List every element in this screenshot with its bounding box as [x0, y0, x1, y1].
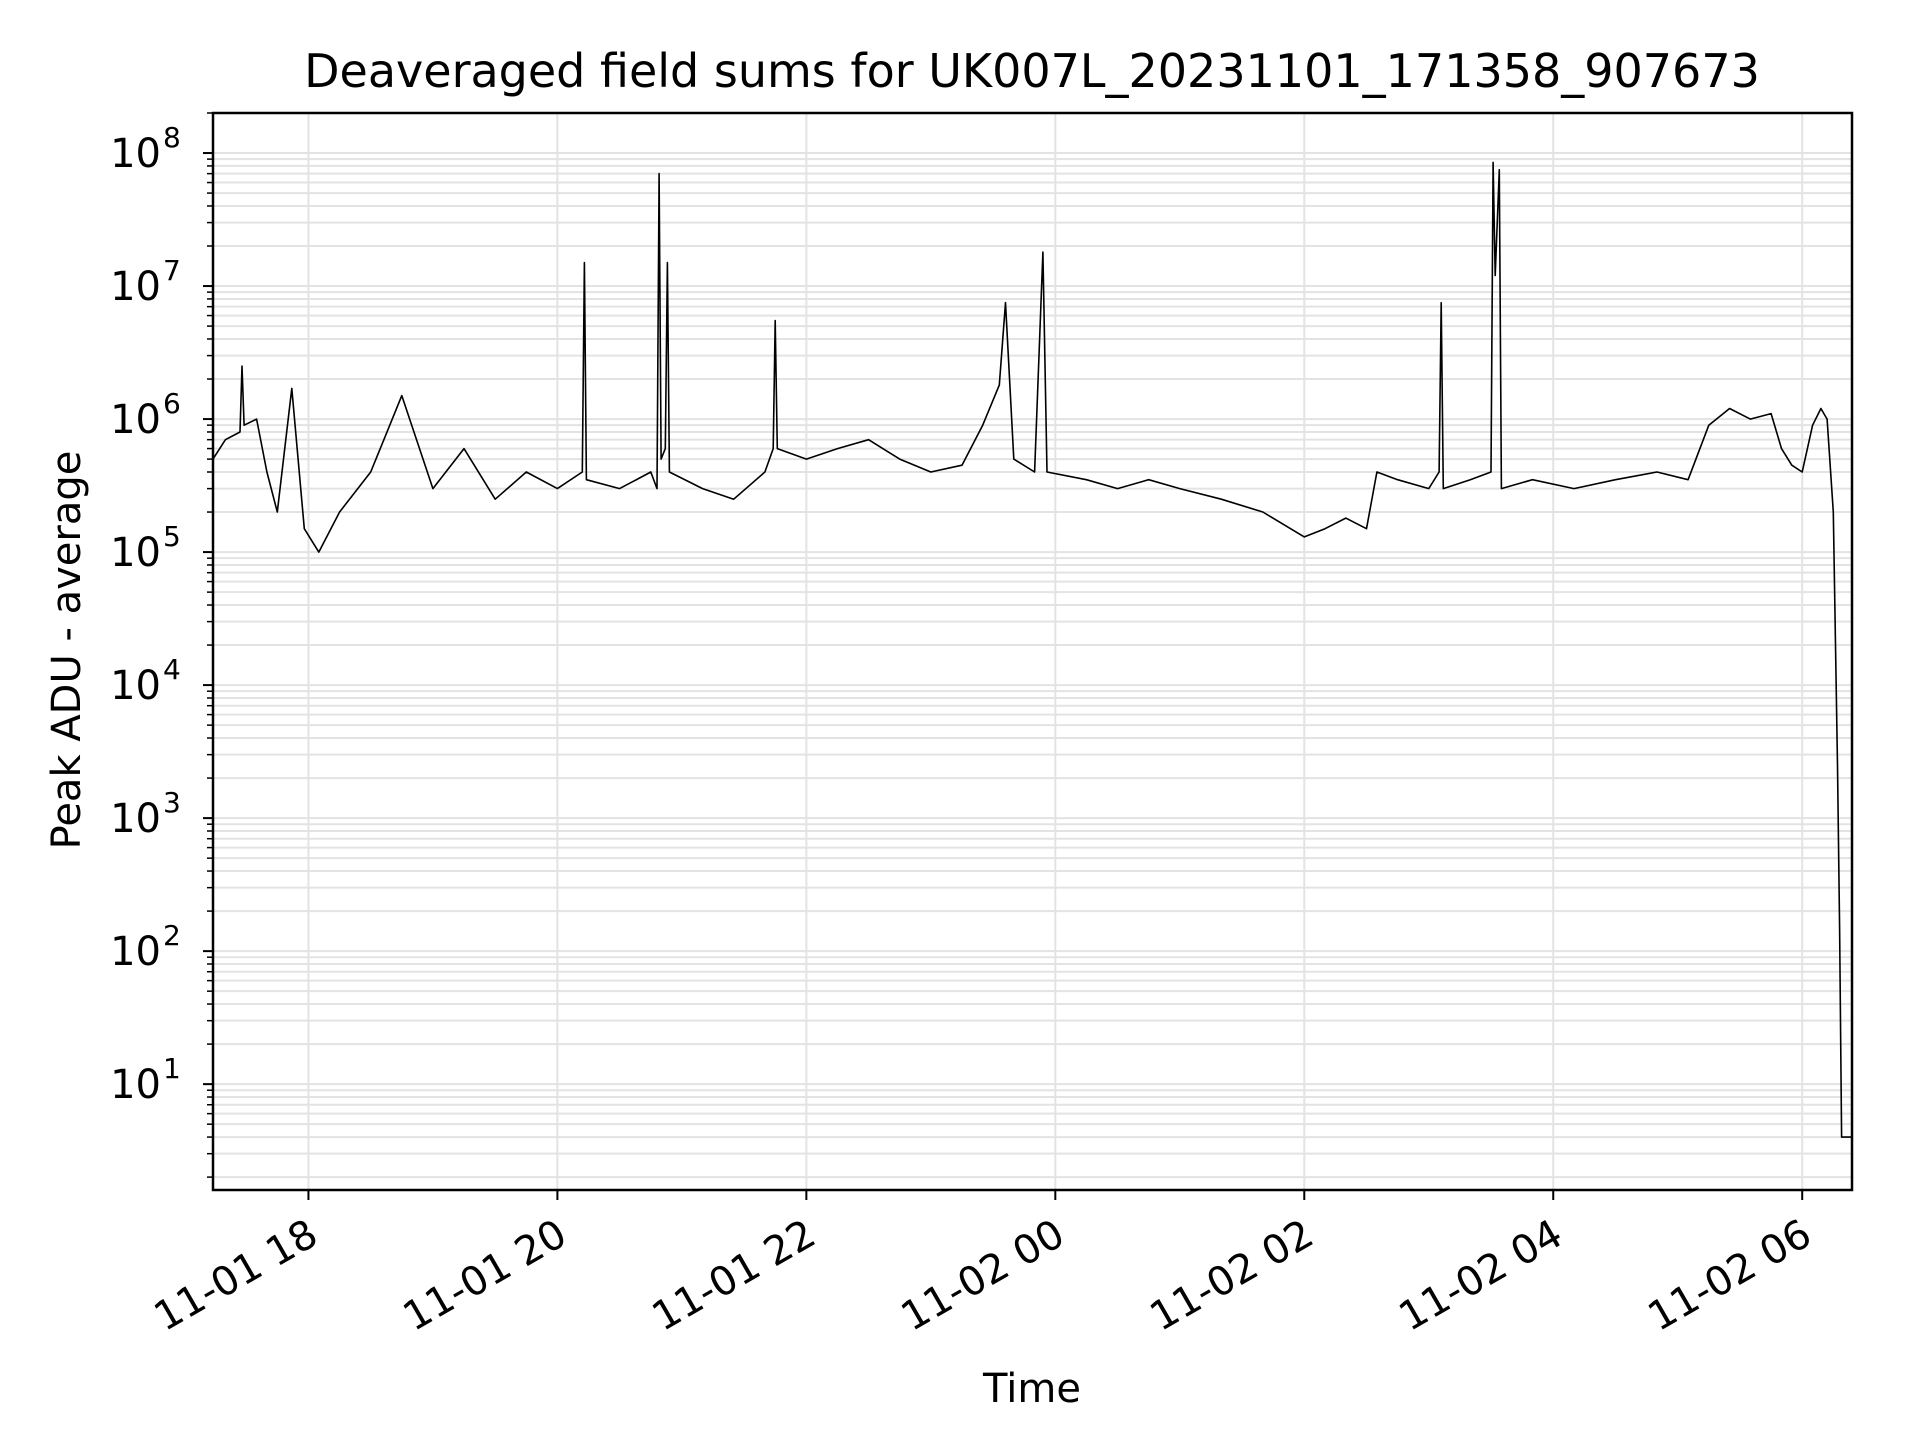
y-tick-exponent: 8: [163, 121, 181, 154]
series-line: [212, 161, 1852, 1138]
grid-lines: [213, 112, 1852, 1190]
y-axis-label: Peak ADU - average: [44, 451, 90, 850]
y-tick-exponent: 5: [163, 520, 181, 553]
y-tick-exponent: 3: [163, 786, 181, 819]
y-tick-label: 10: [110, 264, 161, 310]
y-tick-label: 10: [110, 1062, 161, 1108]
y-tick-exponent: 1: [163, 1052, 181, 1085]
y-tick-exponent: 4: [163, 653, 181, 686]
y-tick-exponent: 7: [163, 254, 181, 287]
x-axis-label: Time: [982, 1366, 1081, 1412]
y-tick-label: 10: [110, 530, 161, 576]
y-tick-label: 10: [110, 796, 161, 842]
y-tick-label: 10: [110, 131, 161, 177]
y-tick-label: 10: [110, 929, 161, 975]
data-series: [212, 161, 1852, 1138]
y-tick-exponent: 6: [163, 387, 181, 420]
plot-frame: [211, 111, 1854, 1192]
y-tick-exponent: 2: [163, 919, 181, 952]
y-tick-label: 10: [110, 663, 161, 709]
y-tick-label: 10: [110, 397, 161, 443]
chart-title: Deaveraged field sums for UK007L_2023110…: [304, 44, 1760, 98]
